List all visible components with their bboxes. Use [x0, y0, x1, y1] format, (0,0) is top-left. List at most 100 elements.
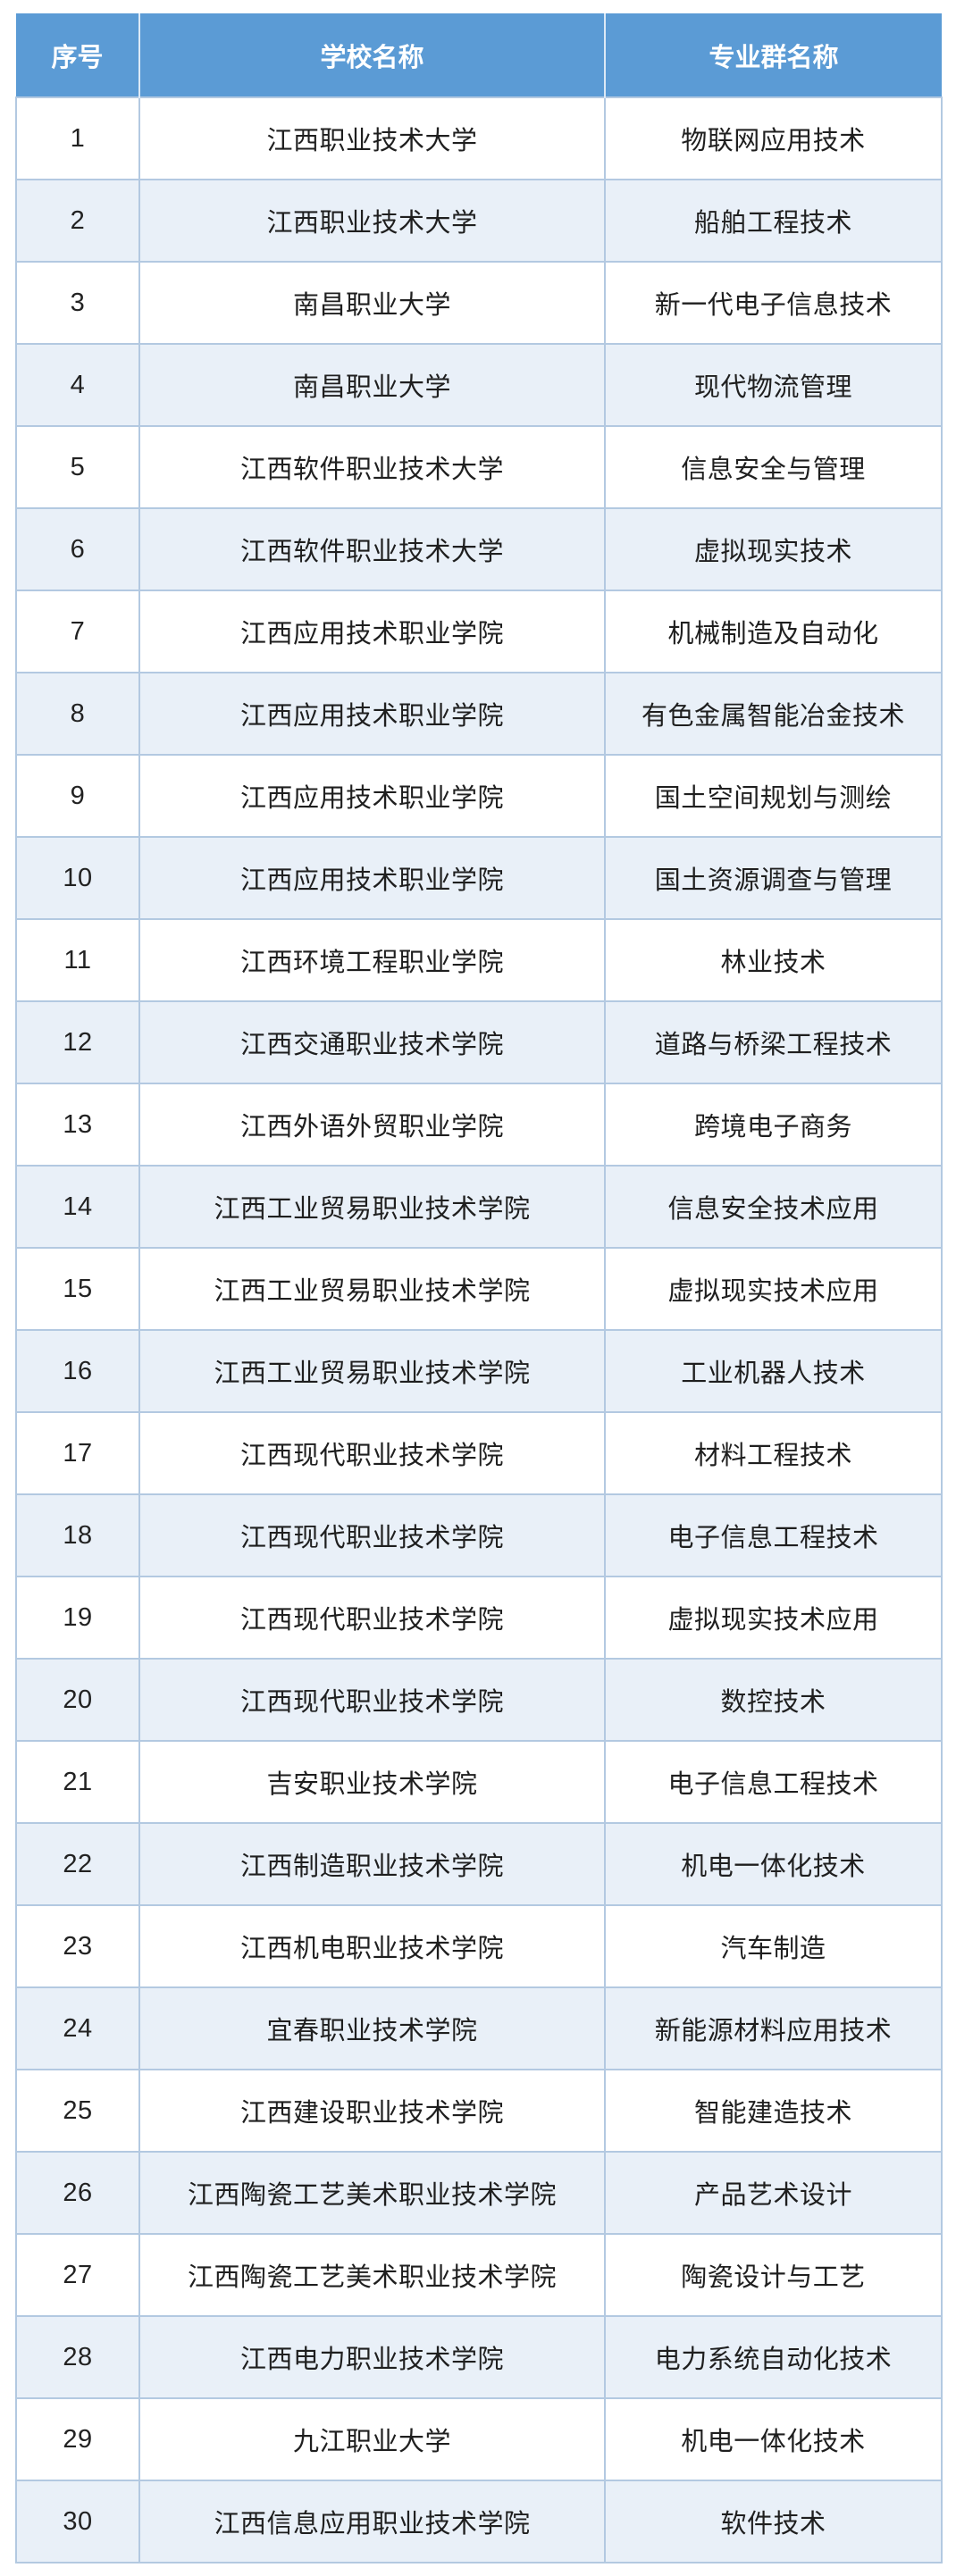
school-name-cell: 江西现代职业技术学院 — [138, 1493, 606, 1577]
row-index-cell: 25 — [15, 2069, 140, 2153]
table-row: 25 江西建设职业技术学院 智能建造技术 — [15, 2069, 943, 2153]
row-index-cell: 30 — [15, 2480, 140, 2563]
major-group-cell: 机电一体化技术 — [604, 2397, 943, 2481]
header-cell-school-name: 学校名称 — [139, 13, 606, 97]
row-index-cell: 24 — [15, 1986, 140, 2070]
row-index-cell: 12 — [15, 1000, 140, 1084]
school-name-cell: 江西软件职业技术大学 — [138, 507, 606, 591]
table-row: 15 江西工业贸易职业技术学院 虚拟现实技术应用 — [15, 1247, 943, 1331]
table-row: 14 江西工业贸易职业技术学院 信息安全技术应用 — [15, 1165, 943, 1249]
major-group-cell: 电力系统自动化技术 — [604, 2315, 943, 2399]
row-index-cell: 11 — [15, 918, 140, 1002]
major-group-cell: 林业技术 — [604, 918, 943, 1002]
school-name-cell: 江西现代职业技术学院 — [138, 1411, 606, 1495]
school-name-cell: 江西应用技术职业学院 — [138, 754, 606, 838]
school-major-table: 序号 学校名称 专业群名称 1 江西职业技术大学 物联网应用技术 2 江西职业技术大学船… — [15, 13, 943, 2563]
table-row: 8 江西应用技术职业学院 有色金属智能冶金技术 — [15, 672, 943, 756]
school-name-cell: 江西环境工程职业学院 — [138, 918, 606, 1002]
school-name-cell: 江西建设职业技术学院 — [138, 2069, 606, 2153]
table-row: 26 江西陶瓷工艺美术职业技术学院 产品艺术设计 — [15, 2151, 943, 2235]
major-group-cell: 虚拟现实技术应用 — [604, 1247, 943, 1331]
table-row: 22 江西制造职业技术学院 机电一体化技术 — [15, 1822, 943, 1906]
school-name-cell: 宜春职业技术学院 — [138, 1986, 606, 2070]
major-group-cell: 虚拟现实技术 — [604, 507, 943, 591]
school-name-cell: 江西工业贸易职业技术学院 — [138, 1247, 606, 1331]
major-group-cell: 机械制造及自动化 — [604, 590, 943, 673]
school-name-cell: 江西电力职业技术学院 — [138, 2315, 606, 2399]
table-row: 6 江西软件职业技术大学 虚拟现实技术 — [15, 507, 943, 591]
row-index-cell: 14 — [15, 1165, 140, 1249]
row-index-cell: 22 — [15, 1822, 140, 1906]
major-group-cell: 产品艺术设计 — [604, 2151, 943, 2235]
table-row: 20 江西现代职业技术学院 数控技术 — [15, 1658, 943, 1742]
major-group-cell: 信息安全技术应用 — [604, 1165, 943, 1249]
table-row: 2 江西职业技术大学 船舶工程技术 — [15, 179, 943, 263]
row-index-cell: 18 — [15, 1493, 140, 1577]
table-row: 18 江西现代职业技术学院 电子信息工程技术 — [15, 1493, 943, 1577]
row-index-cell: 27 — [15, 2233, 140, 2317]
school-name-cell: 江西制造职业技术学院 — [138, 1822, 606, 1906]
major-group-cell: 信息安全与管理 — [604, 425, 943, 509]
school-name-cell: 江西工业贸易职业技术学院 — [138, 1329, 606, 1413]
table-row: 30 江西信息应用职业技术学院 软件技术 — [15, 2480, 943, 2563]
row-index-cell: 10 — [15, 836, 140, 920]
header-cell-major-group: 专业群名称 — [605, 13, 942, 97]
school-name-cell: 江西应用技术职业学院 — [138, 672, 606, 756]
major-group-cell: 新能源材料应用技术 — [604, 1986, 943, 2070]
table-row: 7 江西应用技术职业学院 机械制造及自动化 — [15, 590, 943, 673]
school-name-cell: 江西软件职业技术大学 — [138, 425, 606, 509]
table-row: 29 九江职业大学 机电一体化技术 — [15, 2397, 943, 2481]
table-row: 17 江西现代职业技术学院 材料工程技术 — [15, 1411, 943, 1495]
row-index-cell: 4 — [15, 343, 140, 427]
table-row: 19 江西现代职业技术学院 虚拟现实技术应用 — [15, 1576, 943, 1660]
table-row: 23 江西机电职业技术学院 汽车制造 — [15, 1904, 943, 1988]
school-name-cell: 江西职业技术大学 — [138, 96, 606, 180]
row-index-cell: 6 — [15, 507, 140, 591]
row-index-cell: 15 — [15, 1247, 140, 1331]
row-index-cell: 8 — [15, 672, 140, 756]
major-group-cell: 智能建造技术 — [604, 2069, 943, 2153]
data-table: 序号 学校名称 专业群名称 1 江西职业技术大学 物联网应用技术 2 江西职业技术大学船… — [15, 13, 943, 2563]
table-row: 3 南昌职业大学 新一代电子信息技术 — [15, 261, 943, 345]
school-name-cell: 江西陶瓷工艺美术职业技术学院 — [138, 2151, 606, 2235]
school-name-cell: 江西现代职业技术学院 — [138, 1576, 606, 1660]
school-name-cell: 南昌职业大学 — [138, 261, 606, 345]
table-row: 27 江西陶瓷工艺美术职业技术学院 陶瓷设计与工艺 — [15, 2233, 943, 2317]
row-index-cell: 29 — [15, 2397, 140, 2481]
table-row: 5 江西软件职业技术大学 信息安全与管理 — [15, 425, 943, 509]
row-index-cell: 7 — [15, 590, 140, 673]
major-group-cell: 国土资源调查与管理 — [604, 836, 943, 920]
table-row: 9 江西应用技术职业学院 国土空间规划与测绘 — [15, 754, 943, 838]
row-index-cell: 17 — [15, 1411, 140, 1495]
row-index-cell: 2 — [15, 179, 140, 263]
row-index-cell: 3 — [15, 261, 140, 345]
table-row: 11 江西环境工程职业学院 林业技术 — [15, 918, 943, 1002]
major-group-cell: 电子信息工程技术 — [604, 1740, 943, 1824]
major-group-cell: 机电一体化技术 — [604, 1822, 943, 1906]
major-group-cell: 材料工程技术 — [604, 1411, 943, 1495]
header-cell-index: 序号 — [16, 13, 140, 97]
major-group-cell: 国土空间规划与测绘 — [604, 754, 943, 838]
major-group-cell: 软件技术 — [604, 2480, 943, 2563]
school-name-cell: 江西职业技术大学 — [138, 179, 606, 263]
row-index-cell: 1 — [15, 96, 140, 180]
row-index-cell: 20 — [15, 1658, 140, 1742]
row-index-cell: 23 — [15, 1904, 140, 1988]
row-index-cell: 13 — [15, 1083, 140, 1167]
school-name-cell: 吉安职业技术学院 — [138, 1740, 606, 1824]
header-row: 序号 学校名称 专业群名称 — [16, 13, 942, 97]
row-index-cell: 21 — [15, 1740, 140, 1824]
row-index-cell: 26 — [15, 2151, 140, 2235]
row-index-cell: 28 — [15, 2315, 140, 2399]
school-name-cell: 江西机电职业技术学院 — [138, 1904, 606, 1988]
table-row: 13 江西外语外贸职业学院 跨境电子商务 — [15, 1083, 943, 1167]
major-group-cell: 现代物流管理 — [604, 343, 943, 427]
school-name-cell: 南昌职业大学 — [138, 343, 606, 427]
row-index-cell: 19 — [15, 1576, 140, 1660]
school-name-cell: 江西应用技术职业学院 — [138, 590, 606, 673]
major-group-cell: 新一代电子信息技术 — [604, 261, 943, 345]
school-name-cell: 江西外语外贸职业学院 — [138, 1083, 606, 1167]
school-name-cell: 江西陶瓷工艺美术职业技术学院 — [138, 2233, 606, 2317]
row-index-cell: 16 — [15, 1329, 140, 1413]
school-name-cell: 江西交通职业技术学院 — [138, 1000, 606, 1084]
